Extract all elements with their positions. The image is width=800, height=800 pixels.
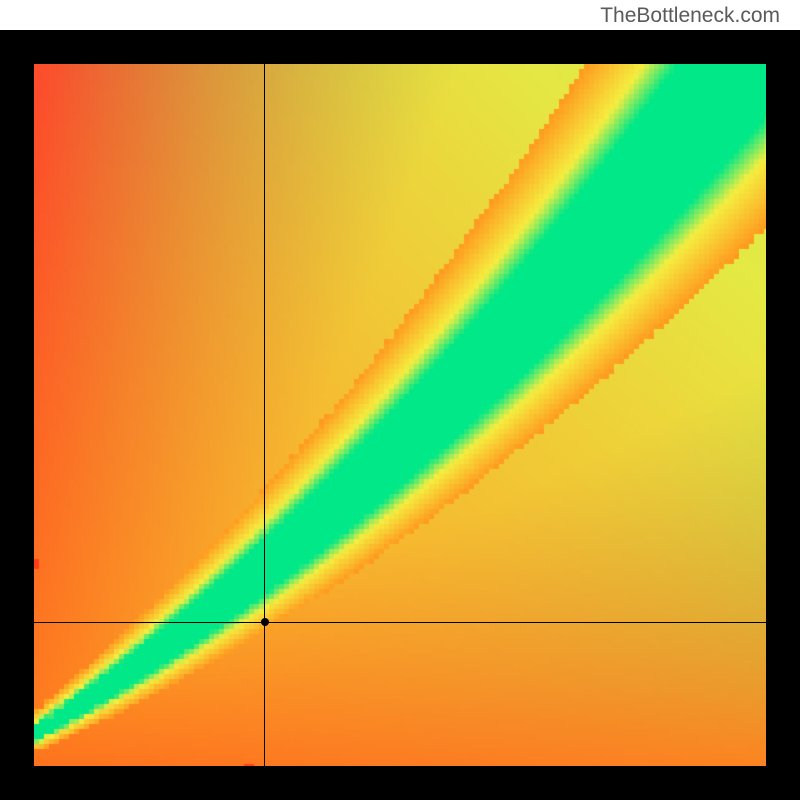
plot-area bbox=[34, 64, 766, 766]
chart-container: TheBottleneck.com bbox=[0, 0, 800, 800]
crosshair-horizontal bbox=[34, 622, 766, 623]
watermark-text: TheBottleneck.com bbox=[600, 4, 780, 28]
heatmap-canvas bbox=[34, 64, 766, 766]
crosshair-vertical bbox=[264, 64, 265, 766]
crosshair-point bbox=[261, 618, 269, 626]
